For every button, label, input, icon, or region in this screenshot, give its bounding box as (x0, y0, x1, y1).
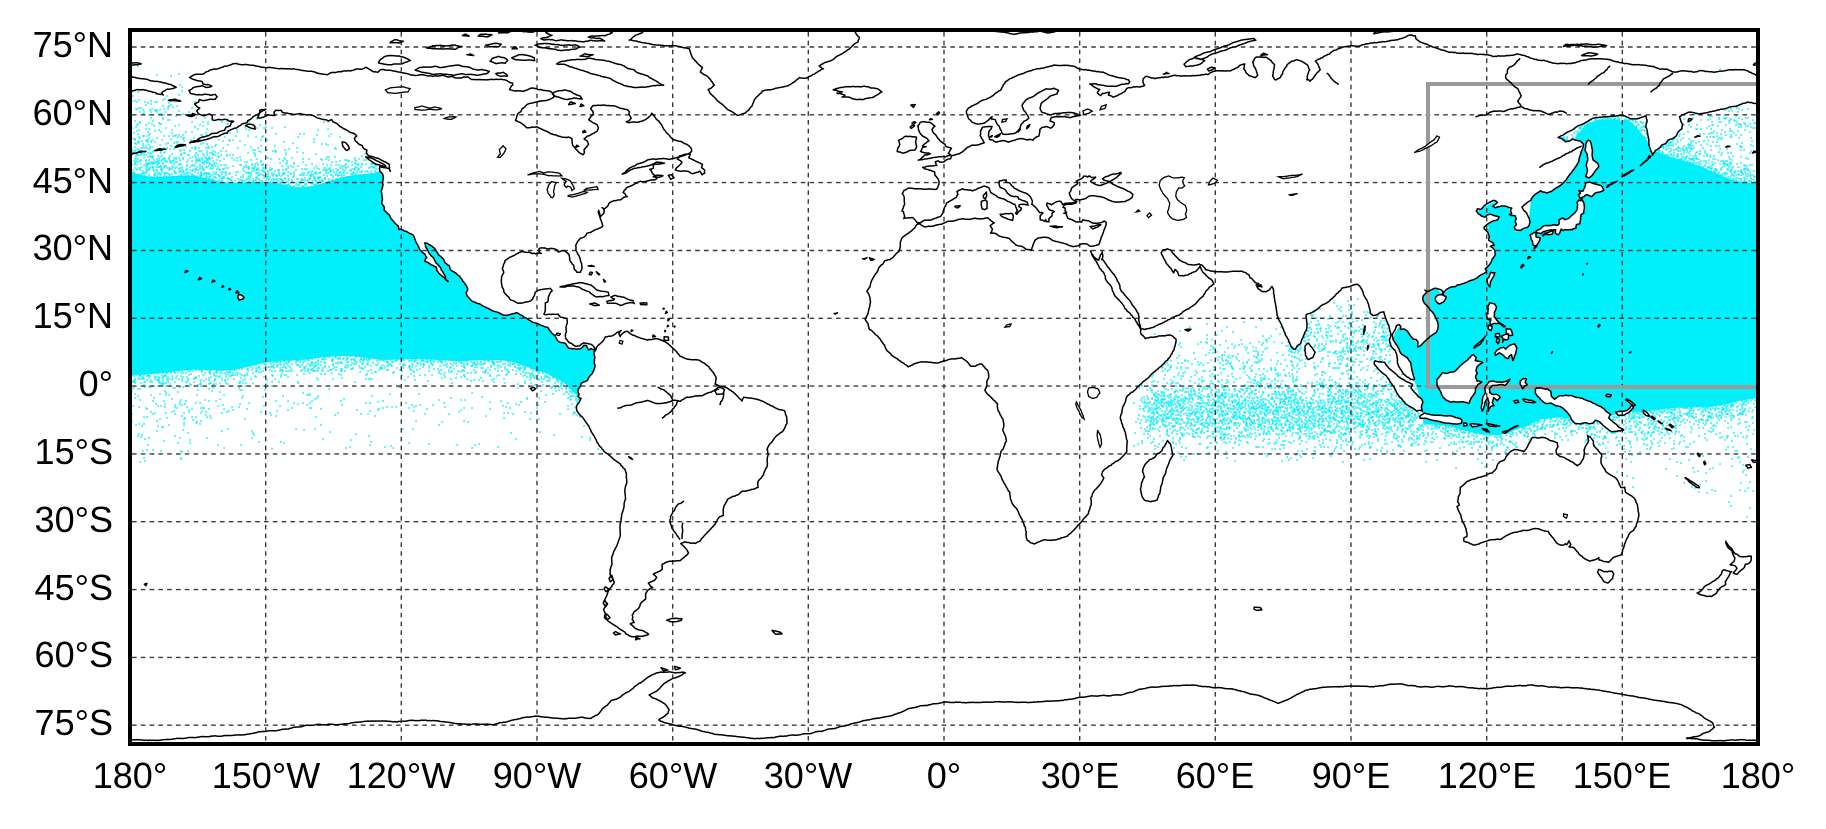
svg-text:30°N: 30°N (33, 227, 113, 268)
svg-text:75°N: 75°N (33, 24, 113, 65)
svg-text:120°E: 120°E (1438, 755, 1536, 796)
svg-text:30°S: 30°S (35, 499, 113, 540)
svg-text:150°E: 150°E (1573, 755, 1671, 796)
svg-text:150°W: 150°W (212, 755, 320, 796)
svg-text:180°: 180° (1721, 755, 1795, 796)
svg-text:30°W: 30°W (764, 755, 852, 796)
svg-text:90°E: 90°E (1312, 755, 1390, 796)
svg-text:60°S: 60°S (35, 634, 113, 675)
svg-text:90°W: 90°W (493, 755, 581, 796)
svg-text:60°N: 60°N (33, 92, 113, 133)
svg-text:45°S: 45°S (35, 567, 113, 608)
svg-text:0°: 0° (79, 363, 113, 404)
svg-text:30°E: 30°E (1041, 755, 1119, 796)
svg-text:60°W: 60°W (629, 755, 717, 796)
svg-text:15°N: 15°N (33, 295, 113, 336)
svg-text:60°E: 60°E (1176, 755, 1254, 796)
svg-text:75°S: 75°S (35, 702, 113, 743)
svg-text:120°W: 120°W (347, 755, 455, 796)
svg-text:15°S: 15°S (35, 431, 113, 472)
svg-text:45°N: 45°N (33, 160, 113, 201)
svg-text:0°: 0° (927, 755, 961, 796)
svg-text:180°: 180° (93, 755, 167, 796)
